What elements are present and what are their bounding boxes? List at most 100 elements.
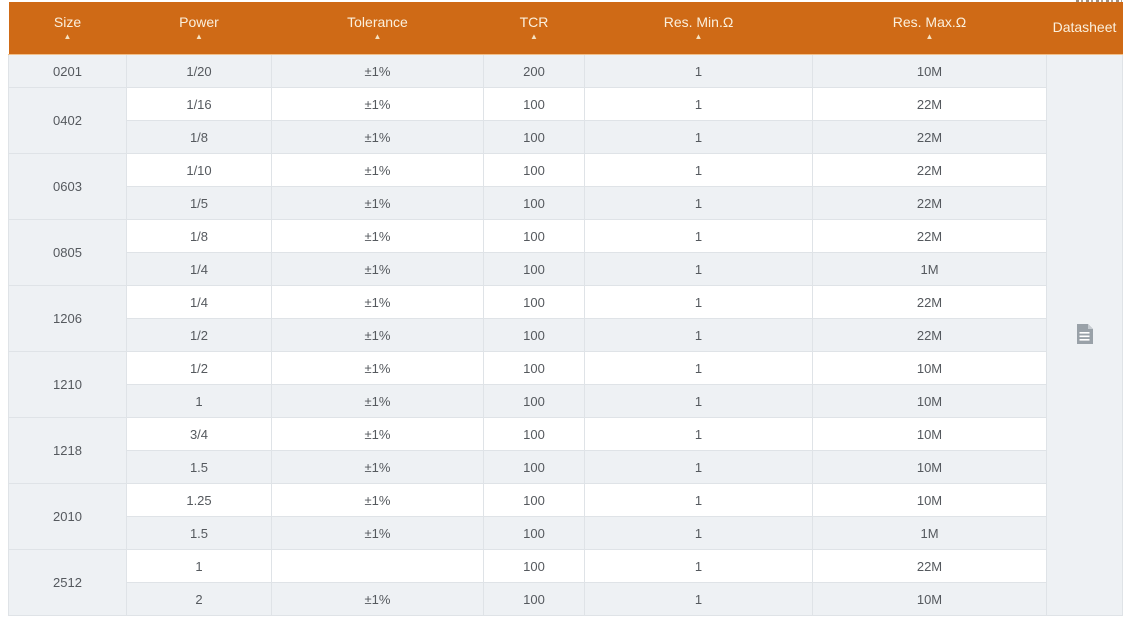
sort-arrow-icon[interactable]: ▲	[694, 32, 703, 42]
power-cell: 1/10	[126, 153, 272, 187]
size-cell: 0201	[8, 54, 127, 88]
tcr-cell: 200	[483, 54, 585, 88]
table-row: 1218 3/4 ±1% 100 1 10M	[8, 417, 1123, 484]
res-max-cell: 22M	[812, 285, 1047, 319]
table-row: 2512 1 100 1 22M	[8, 549, 1123, 616]
res-max-cell: 22M	[812, 120, 1047, 154]
table-row: 2010 1.25 ±1% 100 1 10M	[8, 483, 1123, 550]
tolerance-cell: ±1%	[271, 153, 484, 187]
res-max-cell: 22M	[812, 186, 1047, 220]
power-cell: 1/8	[126, 219, 272, 253]
tolerance-cell: ±1%	[271, 252, 484, 286]
tcr-cell: 100	[483, 252, 585, 286]
header-row: Size ▲ Power ▲ Tolerance ▲	[8, 2, 1123, 55]
res-max-cell: 22M	[812, 318, 1047, 352]
sort-arrow-icon[interactable]: ▲	[925, 32, 934, 42]
res-min-cell: 1	[584, 219, 813, 253]
res-max-cell: 10M	[812, 54, 1047, 88]
res-min-cell: 1	[584, 318, 813, 352]
power-cell: 1/4	[126, 252, 272, 286]
power-cell: 1	[126, 384, 272, 418]
sort-arrow-icon[interactable]: ▲	[373, 32, 382, 42]
res-min-cell: 1	[584, 384, 813, 418]
tcr-cell: 100	[483, 87, 585, 121]
res-max-cell: 22M	[812, 153, 1047, 187]
tolerance-cell: ±1%	[271, 186, 484, 220]
sort-arrow-icon[interactable]: ▲	[195, 32, 203, 42]
power-cell: 1.5	[126, 450, 272, 484]
column-header-datasheet: Datasheet	[1046, 2, 1123, 55]
resistor-spec-table: Size ▲ Power ▲ Tolerance ▲	[8, 2, 1123, 616]
res-min-cell: 1	[584, 186, 813, 220]
res-max-cell: 22M	[812, 219, 1047, 253]
tcr-cell: 100	[483, 549, 585, 583]
table-row: 0201 1/20 ±1% 200 1 10M	[8, 54, 1123, 616]
res-min-cell: 1	[584, 252, 813, 286]
table-row: 0603 1/10 ±1% 100 1 22M	[8, 153, 1123, 220]
power-cell: 1.25	[126, 483, 272, 517]
table-row: 1206 1/4 ±1% 100 1 22M	[8, 285, 1123, 352]
document-icon[interactable]	[1076, 323, 1093, 347]
res-min-cell: 1	[584, 351, 813, 385]
tcr-cell: 100	[483, 417, 585, 451]
tcr-cell: 100	[483, 120, 585, 154]
power-cell: 2	[126, 582, 272, 616]
table-row: 2 ±1% 100 1 10M	[9, 582, 1123, 616]
tcr-cell: 100	[483, 219, 585, 253]
res-max-cell: 22M	[812, 87, 1047, 121]
power-cell: 1/2	[126, 351, 272, 385]
size-cell: 0805	[8, 219, 127, 286]
table-header: Size ▲ Power ▲ Tolerance ▲	[8, 2, 1123, 55]
res-min-cell: 1	[584, 153, 813, 187]
res-max-cell: 10M	[812, 483, 1047, 517]
table-row: 1.5 ±1% 100 1 1M	[9, 516, 1123, 550]
column-header-tolerance[interactable]: Tolerance ▲	[271, 2, 484, 55]
table-row: 0402 1/16 ±1% 100 1 22M	[8, 87, 1123, 154]
tolerance-cell: ±1%	[271, 87, 484, 121]
column-header-size[interactable]: Size ▲	[8, 2, 127, 55]
column-header-res-min[interactable]: Res. Min.Ω ▲	[584, 2, 813, 55]
tcr-cell: 100	[483, 582, 585, 616]
power-cell: 1/16	[126, 87, 272, 121]
table-body: 0201 1/20 ±1% 200 1 10M 0402 1/16 ±1% 100 1 22M 1/8 ±…	[8, 54, 1123, 616]
size-cell: 2512	[8, 549, 127, 616]
column-label-size: Size	[53, 13, 82, 30]
res-max-cell: 10M	[812, 384, 1047, 418]
res-min-cell: 1	[584, 450, 813, 484]
table-row: 1/8 ±1% 100 1 22M	[9, 120, 1123, 154]
size-cell: 0603	[8, 153, 127, 220]
table-row: 1/4 ±1% 100 1 1M	[9, 252, 1123, 286]
size-cell: 1206	[8, 285, 127, 352]
res-max-cell: 1M	[812, 516, 1047, 550]
tcr-cell: 100	[483, 516, 585, 550]
column-label-datasheet: Datasheet	[1052, 19, 1117, 36]
power-cell: 1	[126, 549, 272, 583]
tcr-cell: 100	[483, 483, 585, 517]
column-header-power[interactable]: Power ▲	[126, 2, 272, 55]
tolerance-cell: ±1%	[271, 54, 484, 88]
column-header-res-max[interactable]: Res. Max.Ω ▲	[812, 2, 1047, 55]
power-cell: 1/2	[126, 318, 272, 352]
sort-arrow-icon[interactable]: ▲	[63, 32, 72, 42]
res-max-cell: 10M	[812, 582, 1047, 616]
tolerance-cell: ±1%	[271, 219, 484, 253]
column-label-res-max: Res. Max.Ω	[892, 13, 967, 30]
tolerance-cell: ±1%	[271, 351, 484, 385]
power-cell: 1/20	[126, 54, 272, 88]
res-min-cell: 1	[584, 549, 813, 583]
sort-arrow-icon[interactable]: ▲	[530, 32, 538, 42]
tcr-cell: 100	[483, 318, 585, 352]
table-row: 1.5 ±1% 100 1 10M	[9, 450, 1123, 484]
column-header-tcr[interactable]: TCR ▲	[483, 2, 585, 55]
tcr-cell: 100	[483, 351, 585, 385]
size-cell: 1218	[8, 417, 127, 484]
tolerance-cell: ±1%	[271, 120, 484, 154]
tolerance-cell: ±1%	[271, 318, 484, 352]
power-cell: 1/8	[126, 120, 272, 154]
tcr-cell: 100	[483, 285, 585, 319]
tolerance-cell: ±1%	[271, 582, 484, 616]
tolerance-cell: ±1%	[271, 450, 484, 484]
res-min-cell: 1	[584, 417, 813, 451]
res-max-cell: 10M	[812, 417, 1047, 451]
